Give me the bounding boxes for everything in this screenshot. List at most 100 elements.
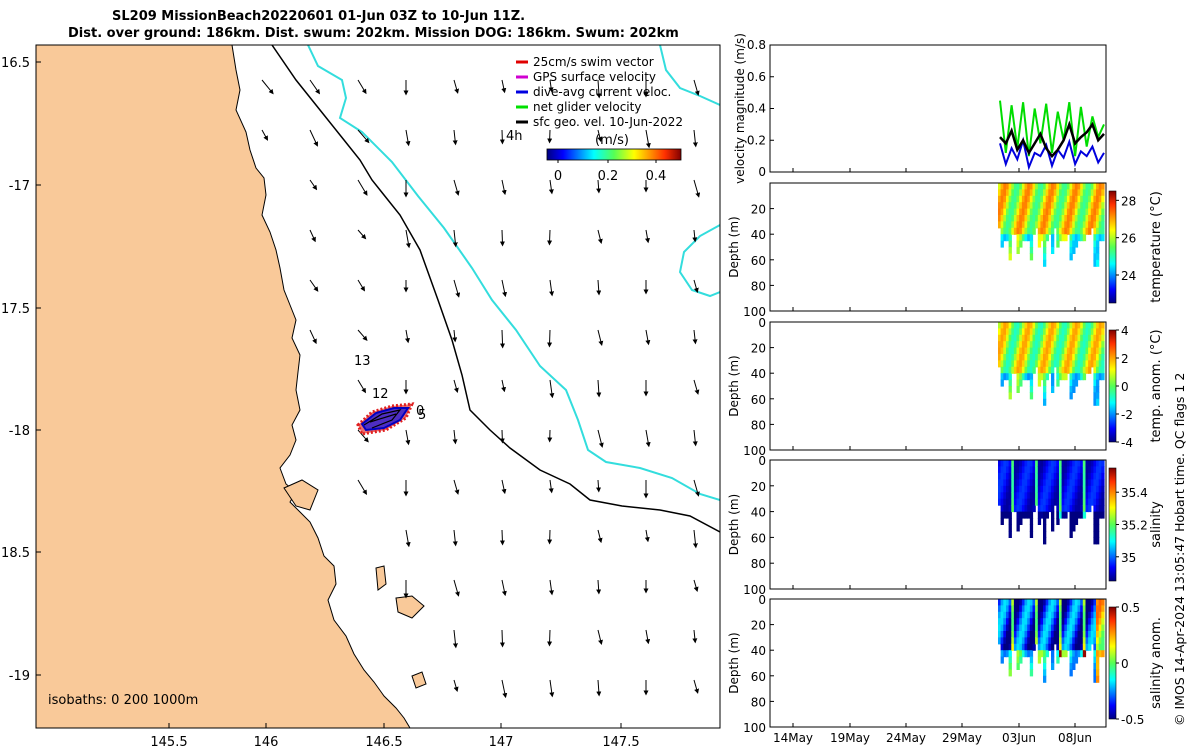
- heatmap-cell: [1035, 328, 1039, 336]
- heatmap-cell: [1006, 183, 1010, 190]
- heatmap-cell: [1077, 373, 1081, 381]
- heatmap-cell: [1043, 611, 1047, 619]
- heatmap-cell: [1006, 511, 1010, 519]
- depth-y-tick-label: 60: [751, 393, 766, 407]
- velocity-arrow: [453, 479, 460, 495]
- heatmap-cell: [1043, 234, 1047, 242]
- heatmap-cell: [1027, 347, 1031, 355]
- heatmap-cell: [1032, 460, 1036, 467]
- heatmap-cell: [1053, 221, 1057, 229]
- velocity-y-tick-label: 0.8: [747, 38, 766, 52]
- heatmap-cell: [1013, 466, 1018, 474]
- heatmap-cell: [1040, 341, 1044, 349]
- heatmap-cell: [1027, 373, 1031, 381]
- heatmap-cell: [1066, 599, 1071, 606]
- heatmap-cell: [1051, 215, 1055, 222]
- heatmap-cell: [1021, 624, 1026, 632]
- heatmap-cell: [1093, 373, 1097, 381]
- heatmap-cell: [1006, 637, 1010, 645]
- heatmap-cell: [1016, 208, 1020, 216]
- heatmap-cell: [1051, 183, 1055, 190]
- heatmap-cell: [1000, 518, 1004, 525]
- heatmap-cell: [1101, 341, 1105, 349]
- heatmap-cell: [1074, 518, 1079, 525]
- heatmap-cell: [1043, 650, 1047, 658]
- heatmap-cell: [1032, 328, 1036, 336]
- map-colorbar-tick-label: 0.4: [646, 169, 667, 184]
- heatmap-cell: [1093, 398, 1097, 406]
- velocity-arrow: [596, 179, 602, 194]
- heatmap-cell: [1093, 656, 1097, 664]
- velocity-arrow: [452, 129, 458, 146]
- heatmap-cell: [1088, 492, 1092, 500]
- heatmap-cell: [1045, 643, 1049, 651]
- velocity-arrow: [453, 279, 461, 298]
- heatmap-cell: [1069, 195, 1073, 203]
- heatmap-cell: [1016, 360, 1020, 368]
- heatmap-cell: [1074, 618, 1079, 626]
- heatmap-cell: [1090, 322, 1095, 329]
- heatmap-cell: [1003, 650, 1007, 658]
- heatmap-cell: [1037, 460, 1042, 467]
- heatmap-cell: [1093, 334, 1097, 342]
- heatmap-cell: [1016, 624, 1020, 632]
- heatmap-cell: [1093, 202, 1097, 210]
- heatmap-cell: [1043, 656, 1047, 664]
- depth-colorbar-label: temperature (°C): [1149, 191, 1164, 303]
- heatmap-cell: [1048, 460, 1052, 467]
- heatmap-cell: [1061, 643, 1065, 651]
- heatmap-cell: [1074, 341, 1079, 349]
- heatmap-cell: [1013, 221, 1018, 229]
- heatmap-cell: [1029, 366, 1034, 374]
- heatmap-cell: [1069, 208, 1073, 216]
- heatmap-cell: [998, 195, 1002, 203]
- heatmap-cell: [1096, 460, 1100, 467]
- heatmap-cell: [1051, 485, 1055, 493]
- heatmap-cell: [1056, 334, 1060, 342]
- heatmap-cell: [1064, 195, 1068, 203]
- heatmap-cell: [1061, 485, 1065, 493]
- heatmap-cell: [1008, 505, 1012, 513]
- depth-y-tick-label: 100: [743, 444, 766, 458]
- heatmap-cell: [1093, 360, 1097, 368]
- heatmap-cell: [1051, 637, 1055, 645]
- heatmap-cell: [1027, 360, 1031, 368]
- heatmap-cell: [1019, 202, 1023, 210]
- heatmap-cell: [1066, 208, 1071, 216]
- velocity-arrow: [692, 329, 698, 345]
- heatmap-cell: [1056, 485, 1060, 493]
- heatmap-cell: [1003, 354, 1007, 361]
- heatmap-cell: [1016, 485, 1020, 493]
- heatmap-cell: [1059, 485, 1063, 493]
- heatmap-cell: [1032, 354, 1036, 361]
- heatmap-cell: [1008, 373, 1012, 381]
- heatmap-cell: [1024, 322, 1028, 329]
- heatmap-cell: [1088, 360, 1092, 368]
- heatmap-cell: [1006, 498, 1010, 506]
- heatmap-cell: [1019, 227, 1023, 235]
- heatmap-cell: [1101, 472, 1105, 480]
- heatmap-cell: [1088, 328, 1092, 336]
- velocity-arrow: [501, 579, 507, 597]
- heatmap-cell: [1093, 643, 1097, 651]
- heatmap-cell: [1051, 498, 1055, 506]
- heatmap-cell: [1056, 373, 1060, 381]
- heatmap-cell: [1056, 498, 1060, 506]
- heatmap-cell: [1011, 183, 1015, 190]
- heatmap-cell: [1003, 643, 1007, 651]
- heatmap-cell: [1011, 624, 1015, 632]
- heatmap-cell: [1008, 618, 1012, 626]
- heatmap-cell: [1069, 637, 1073, 645]
- heatmap-cell: [1008, 227, 1012, 235]
- heatmap-cell: [1051, 611, 1055, 619]
- heatmap-cell: [1045, 460, 1049, 467]
- heatmap-cell: [1069, 611, 1073, 619]
- heatmap-cell: [1008, 347, 1012, 355]
- heatmap-cell: [1019, 360, 1023, 368]
- heatmap-cell: [1072, 650, 1076, 658]
- heatmap-cell: [1051, 524, 1055, 532]
- heatmap-cell: [1080, 611, 1084, 619]
- heatmap-cell: [1016, 637, 1020, 645]
- heatmap-cell: [1051, 341, 1055, 349]
